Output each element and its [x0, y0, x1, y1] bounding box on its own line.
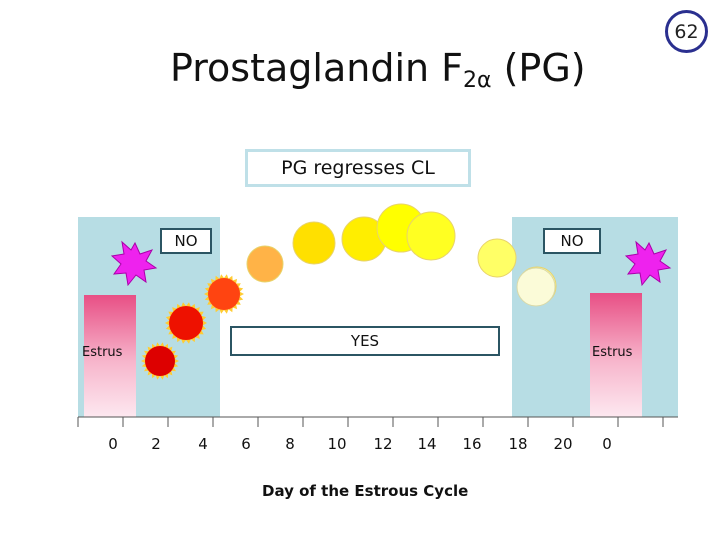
- starburst-left: [110, 240, 158, 287]
- page-number: 62: [674, 20, 699, 43]
- cl-stage: [246, 245, 284, 283]
- caption-text: PG regresses CL: [281, 157, 435, 179]
- cl-stage: [477, 238, 517, 278]
- no-label-right-text: NO: [560, 232, 584, 250]
- x-tick-label: 10: [327, 435, 347, 453]
- x-tick-label: 6: [241, 435, 251, 453]
- x-tick-label: 0: [602, 435, 612, 453]
- starburst-right: [624, 240, 672, 287]
- yes-label-text: YES: [350, 332, 380, 350]
- corpus-luteum-stages: [141, 203, 557, 380]
- x-tick-label: 4: [198, 435, 208, 453]
- x-tick-label: 12: [373, 435, 393, 453]
- x-tick-label: 20: [553, 435, 573, 453]
- no-label-left: NO: [160, 228, 212, 254]
- cl-stage: [292, 221, 336, 265]
- title-subscript: 2α: [463, 68, 492, 93]
- cl-stage: [208, 278, 240, 310]
- x-axis-label: Day of the Estrous Cycle: [262, 482, 469, 500]
- estrus-bar-left: [84, 295, 136, 417]
- no-label-right: NO: [543, 228, 601, 254]
- x-tick-label: 16: [462, 435, 482, 453]
- x-tick-label: 18: [508, 435, 528, 453]
- caption-box: PG regresses CL: [245, 149, 471, 187]
- cl-stage: [169, 306, 203, 340]
- page-number-badge: 62: [665, 10, 708, 53]
- cl-stage: [406, 211, 456, 261]
- yes-label: YES: [230, 326, 500, 356]
- estrus-bar-right: [590, 293, 642, 417]
- estrus-label-right: Estrus: [592, 345, 633, 360]
- title-suffix: (PG): [491, 46, 586, 90]
- x-tick-label: 0: [108, 435, 118, 453]
- page-title: Prostaglandin F2α (PG): [170, 46, 586, 93]
- no-label-left-text: NO: [174, 232, 198, 250]
- title-main: Prostaglandin F: [170, 46, 464, 90]
- x-tick-label: 2: [151, 435, 161, 453]
- x-tick-label: 8: [285, 435, 295, 453]
- x-axis-ticks: [77, 417, 664, 427]
- estrus-label-left: Estrus: [82, 345, 123, 360]
- x-tick-label: 14: [417, 435, 437, 453]
- cl-stage: [145, 346, 175, 376]
- cl-stage: [516, 267, 556, 307]
